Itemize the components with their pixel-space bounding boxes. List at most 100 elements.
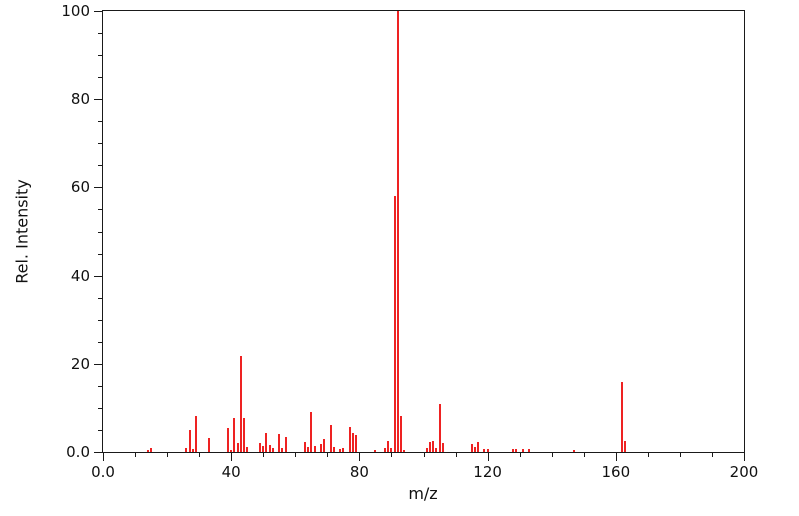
x-major-tick bbox=[103, 453, 104, 461]
x-major-tick bbox=[231, 453, 233, 461]
x-minor-tick bbox=[455, 453, 457, 457]
spectrum-bar-mz-74 bbox=[339, 448, 342, 452]
x-minor-tick bbox=[391, 453, 393, 457]
y-tick-label: 100 bbox=[61, 2, 90, 20]
x-major-tick bbox=[487, 453, 489, 461]
spectrum-bar-mz-56 bbox=[281, 448, 284, 452]
spectrum-bar-mz-117 bbox=[476, 442, 479, 452]
spectrum-bar-mz-66 bbox=[313, 445, 316, 452]
spectrum-bar-mz-77 bbox=[348, 427, 351, 452]
spectrum-bar-mz-64 bbox=[307, 446, 310, 452]
y-axis-label: Rel. Intensity bbox=[12, 179, 32, 284]
spectrum-bar-mz-15 bbox=[150, 448, 153, 452]
spectrum-bar-mz-41 bbox=[233, 417, 236, 452]
y-minor-tick bbox=[98, 253, 102, 255]
spectrum-bar-mz-93 bbox=[400, 415, 403, 452]
y-major-tick bbox=[94, 275, 102, 277]
spectrum-bar-mz-40 bbox=[230, 449, 233, 452]
y-major-tick bbox=[94, 452, 102, 453]
x-minor-tick bbox=[327, 453, 329, 457]
spectrum-bar-mz-91 bbox=[393, 196, 396, 452]
x-minor-tick bbox=[711, 453, 713, 457]
y-minor-tick bbox=[98, 231, 102, 233]
spectrum-bar-mz-28 bbox=[191, 449, 194, 452]
y-minor-tick bbox=[98, 407, 102, 409]
x-minor-tick bbox=[647, 453, 649, 457]
spectrum-bar-mz-29 bbox=[194, 415, 197, 452]
spectrum-bar-mz-49 bbox=[259, 443, 262, 452]
spectrum-bar-mz-102 bbox=[428, 441, 431, 452]
spectrum-bar-mz-52 bbox=[268, 445, 271, 452]
x-minor-tick bbox=[167, 453, 169, 457]
y-minor-tick bbox=[98, 297, 102, 299]
spectrum-bar-mz-147 bbox=[573, 449, 576, 452]
x-tick-label: 80 bbox=[349, 463, 369, 481]
spectrum-bar-mz-106 bbox=[441, 443, 444, 452]
x-tick-label: 0.0 bbox=[91, 463, 115, 481]
x-tick-label: 120 bbox=[473, 463, 502, 481]
spectrum-bar-mz-105 bbox=[438, 403, 441, 452]
y-tick-label: 80 bbox=[70, 90, 90, 109]
x-tick-label: 160 bbox=[601, 463, 631, 481]
y-major-tick bbox=[94, 363, 102, 365]
y-minor-tick bbox=[98, 33, 102, 35]
spectrum-bar-mz-63 bbox=[303, 442, 306, 452]
spectrum-bar-mz-39 bbox=[226, 428, 229, 452]
y-minor-tick bbox=[98, 121, 102, 123]
y-minor-tick bbox=[98, 385, 102, 387]
spectrum-bar-mz-45 bbox=[246, 447, 249, 452]
x-minor-tick bbox=[519, 453, 521, 457]
spectrum-bar-mz-71 bbox=[329, 425, 332, 452]
spectrum-bar-mz-44 bbox=[243, 418, 246, 452]
spectrum-bar-mz-129 bbox=[515, 448, 518, 452]
y-tick-label: 60 bbox=[70, 178, 90, 197]
x-major-tick bbox=[615, 453, 617, 461]
spectrum-bar-mz-55 bbox=[278, 434, 281, 452]
y-major-tick bbox=[94, 187, 102, 189]
y-minor-tick bbox=[98, 55, 102, 57]
x-minor-tick bbox=[679, 453, 681, 457]
x-axis-label: m/z bbox=[408, 484, 438, 503]
spectrum-bar-mz-68 bbox=[319, 443, 322, 452]
y-major-tick bbox=[94, 11, 102, 12]
spectrum-bar-mz-53 bbox=[271, 448, 274, 452]
y-tick-label: 0.0 bbox=[66, 443, 90, 461]
spectrum-bar-mz-89 bbox=[387, 441, 390, 452]
spectrum-bar-mz-69 bbox=[323, 438, 326, 452]
x-tick-label: 40 bbox=[221, 463, 241, 481]
x-major-tick bbox=[744, 453, 745, 461]
spectrum-bar-mz-94 bbox=[403, 449, 406, 452]
spectrum-bar-mz-128 bbox=[512, 449, 515, 452]
x-minor-tick bbox=[199, 453, 201, 457]
spectrum-bar-mz-57 bbox=[284, 437, 287, 452]
spectrum-bar-mz-120 bbox=[486, 448, 489, 452]
x-major-tick bbox=[359, 453, 361, 461]
spectrum-bar-mz-115 bbox=[470, 443, 473, 452]
spectrum-bar-mz-85 bbox=[374, 449, 377, 452]
spectrum-bar-mz-92 bbox=[396, 11, 399, 452]
spectrum-bar-mz-133 bbox=[528, 448, 531, 452]
spectrum-bar-mz-51 bbox=[265, 433, 268, 452]
x-minor-tick bbox=[135, 453, 137, 457]
y-minor-tick bbox=[98, 165, 102, 167]
x-minor-tick bbox=[295, 453, 297, 457]
spectrum-bar-mz-27 bbox=[188, 430, 191, 452]
spectrum-bar-mz-26 bbox=[185, 448, 188, 452]
plot-area bbox=[102, 10, 745, 453]
x-minor-tick bbox=[583, 453, 585, 457]
spectrum-bar-mz-90 bbox=[390, 448, 393, 452]
y-major-tick bbox=[94, 99, 102, 101]
spectrum-bar-mz-43 bbox=[239, 356, 242, 452]
spectrum-bar-mz-131 bbox=[521, 449, 524, 452]
y-tick-label: 20 bbox=[70, 354, 90, 373]
y-minor-tick bbox=[98, 341, 102, 343]
y-minor-tick bbox=[98, 77, 102, 79]
spectrum-bar-mz-88 bbox=[384, 447, 387, 452]
y-minor-tick bbox=[98, 209, 102, 211]
spectrum-bar-mz-104 bbox=[435, 447, 438, 452]
spectrum-bar-mz-50 bbox=[262, 446, 265, 452]
spectrum-bar-mz-75 bbox=[342, 448, 345, 452]
spectrum-bar-mz-116 bbox=[473, 446, 476, 452]
x-tick-label: 200 bbox=[729, 463, 759, 481]
